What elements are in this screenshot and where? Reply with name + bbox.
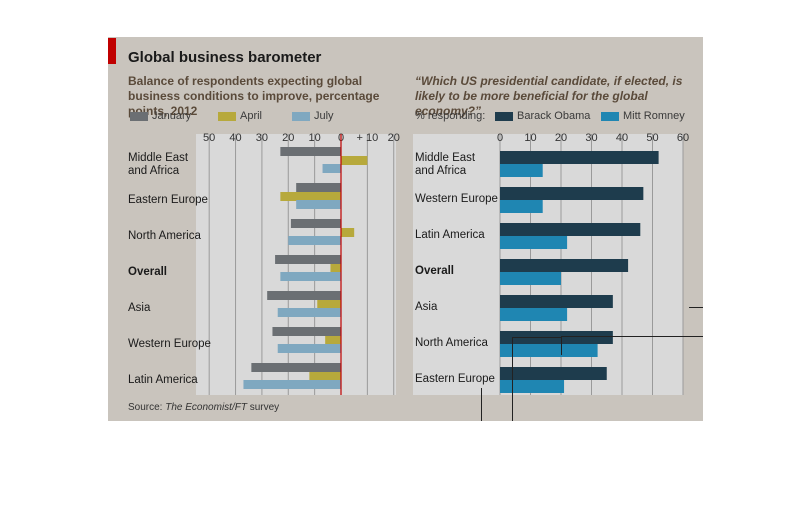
right-tick-label: 20	[555, 132, 567, 144]
legend-label-july: July	[314, 110, 334, 122]
right-category-label: and Africa	[415, 165, 467, 177]
left-category-label: North America	[128, 230, 201, 242]
right-category-label: Middle East	[415, 152, 476, 164]
connector-line	[481, 388, 482, 421]
legend-swatch-january	[130, 112, 148, 121]
right-bar-romney	[500, 164, 543, 177]
left-bar-april	[341, 228, 355, 237]
left-category-label: Latin America	[128, 374, 198, 386]
left-bar-april	[325, 336, 341, 345]
left-bar-april	[317, 300, 341, 309]
right-tick-label: 60	[677, 132, 689, 144]
right-tick-label: 30	[585, 132, 597, 144]
left-chart-subtitle: Balance of respondents expecting global …	[128, 74, 380, 118]
source-suffix: survey	[246, 402, 280, 413]
right-bar-romney	[500, 344, 598, 357]
connector-line	[689, 307, 703, 308]
left-tick-label: 20	[388, 132, 400, 144]
right-bar-obama	[500, 295, 613, 308]
left-bar-july	[280, 272, 341, 281]
left-plot-area	[196, 134, 396, 395]
accent-bar	[108, 38, 116, 64]
right-bar-obama	[500, 151, 659, 164]
legend-label-obama: Barack Obama	[517, 110, 591, 122]
left-bar-july	[296, 200, 341, 209]
left-bar-january	[290, 219, 341, 228]
left-tick-label: 30	[256, 132, 268, 144]
right-tick-label: 10	[524, 132, 536, 144]
left-bar-july	[322, 164, 341, 173]
legend-lead: % responding:	[415, 110, 486, 122]
left-bar-april	[280, 192, 341, 201]
right-tick-label: 0	[497, 132, 503, 144]
right-bar-romney	[500, 308, 568, 321]
connector-line	[561, 337, 562, 355]
right-category-label: Eastern Europe	[415, 373, 495, 385]
legend-swatch-july	[292, 112, 310, 121]
left-bar-january	[275, 255, 341, 264]
connector-line	[512, 337, 562, 338]
left-bar-january	[251, 363, 341, 372]
legend-swatch-april	[218, 112, 236, 121]
legend-swatch-obama	[495, 112, 513, 121]
legend-label-april: April	[240, 110, 263, 122]
left-category-label: Asia	[128, 302, 151, 314]
left-tick-label: 50	[203, 132, 215, 144]
left-tick-label: 10	[309, 132, 321, 144]
right-bar-romney	[500, 200, 543, 213]
left-bar-july	[277, 308, 341, 317]
left-category-label: Overall	[128, 266, 167, 278]
left-bar-january	[267, 291, 341, 300]
right-bar-obama	[500, 223, 641, 236]
left-category-label: Eastern Europe	[128, 194, 208, 206]
right-bar-obama	[500, 259, 629, 272]
right-chart-subtitle: “Which US presidential candidate, if ele…	[415, 74, 683, 118]
source-prefix: Source:	[128, 402, 166, 413]
right-category-label: North America	[415, 337, 488, 349]
legend-label-january: January	[152, 110, 192, 122]
left-bar-july	[277, 344, 341, 353]
right-bar-obama	[500, 367, 607, 380]
right-category-label: Overall	[415, 265, 454, 277]
right-category-label: Latin America	[415, 229, 485, 241]
right-tick-label: 40	[616, 132, 628, 144]
legend-label-romney: Mitt Romney	[623, 110, 685, 122]
left-bar-april	[330, 264, 341, 273]
legend-swatch-romney	[601, 112, 619, 121]
left-tick-label: 40	[229, 132, 241, 144]
right-bar-romney	[500, 272, 561, 285]
right-bar-romney	[500, 380, 565, 393]
left-bar-april	[309, 372, 341, 381]
left-bar-january	[280, 147, 341, 156]
right-category-label: Asia	[415, 301, 438, 313]
source-italic: The Economist/FT	[165, 402, 247, 413]
left-tick-label: 20	[282, 132, 294, 144]
connector-line	[561, 336, 703, 337]
left-bar-january	[272, 327, 341, 336]
right-tick-label: 50	[646, 132, 658, 144]
left-category-label: Middle East	[128, 152, 189, 164]
left-category-label: and Africa	[128, 165, 180, 177]
left-bar-april	[341, 156, 368, 165]
chart-title: Global business barometer	[128, 49, 322, 66]
right-bar-romney	[500, 236, 568, 249]
right-bar-obama	[500, 187, 644, 200]
left-tick-label: + 10	[357, 132, 379, 144]
right-category-label: Western Europe	[415, 193, 498, 205]
connector-line	[512, 337, 513, 421]
source-note: Source: The Economist/FT survey	[128, 402, 279, 413]
left-bar-july	[243, 380, 341, 389]
left-category-label: Western Europe	[128, 338, 211, 350]
left-bar-january	[296, 183, 341, 192]
left-bar-july	[288, 236, 341, 245]
